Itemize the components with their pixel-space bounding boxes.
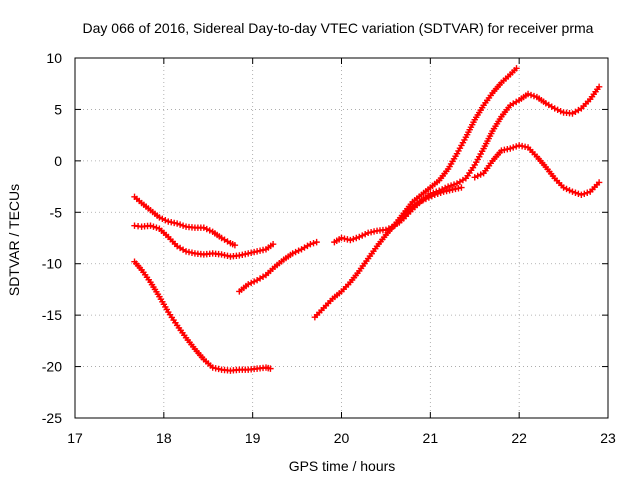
data-point — [431, 191, 438, 198]
data-point — [527, 91, 535, 99]
data-point — [203, 225, 210, 233]
data-point — [150, 223, 157, 230]
data-point — [292, 248, 299, 256]
data-point — [179, 222, 187, 229]
data-point — [557, 107, 564, 115]
x-tick-label: 23 — [600, 430, 616, 446]
data-point — [156, 214, 163, 221]
data-point — [471, 174, 478, 181]
series-arc-1 — [131, 193, 239, 249]
x-tick-label: 19 — [245, 430, 261, 446]
data-point — [173, 220, 181, 227]
data-point — [247, 279, 255, 287]
data-point — [310, 239, 317, 247]
data-point — [437, 189, 444, 196]
plot-frame — [74, 57, 609, 419]
data-point — [419, 197, 427, 204]
data-point — [513, 143, 520, 150]
data-point — [159, 215, 166, 222]
data-point — [554, 106, 561, 113]
y-tick-label: -20 — [42, 359, 62, 375]
data-point — [267, 365, 274, 372]
series-arc-7 — [396, 184, 465, 226]
data-point — [413, 199, 421, 207]
data-point — [447, 182, 455, 189]
data-point — [425, 194, 433, 201]
series-arc-6 — [311, 65, 520, 321]
data-point — [350, 235, 357, 243]
data-point — [434, 190, 441, 197]
chart-title: Day 066 of 2016, Sidereal Day-to-day VTE… — [83, 20, 594, 36]
series-arc-5 — [331, 83, 603, 246]
data-point — [176, 221, 184, 228]
x-axis-title: GPS time / hours — [289, 458, 396, 474]
data-point — [359, 232, 366, 239]
y-tick-label: -25 — [42, 410, 62, 426]
data-point — [595, 179, 603, 186]
y-axis-title: SDTVAR / TECUs — [6, 184, 22, 296]
data-point — [584, 189, 591, 196]
data-point — [507, 145, 514, 152]
data-point — [513, 65, 520, 72]
data-point — [566, 187, 573, 194]
data-point — [563, 185, 570, 193]
data-point — [477, 171, 484, 178]
data-point — [361, 231, 369, 238]
data-point — [347, 236, 354, 244]
x-tick-label: 20 — [334, 430, 350, 446]
data-point — [250, 278, 258, 285]
y-tick-label: -5 — [50, 204, 63, 220]
data-point — [569, 188, 576, 195]
data-point — [474, 172, 481, 180]
data-point — [560, 184, 567, 191]
data-point — [353, 234, 360, 242]
data-point — [422, 195, 430, 203]
series-arc-4 — [236, 238, 320, 295]
x-tick-label: 22 — [511, 430, 527, 446]
data-point — [206, 227, 213, 234]
data-point — [269, 240, 277, 248]
data-point — [524, 90, 532, 98]
series-arc-3 — [131, 258, 274, 374]
data-point — [458, 184, 465, 191]
x-tick-label: 21 — [423, 430, 439, 446]
data-point — [200, 224, 208, 231]
data-point — [162, 216, 169, 224]
data-point — [450, 181, 458, 188]
data-point — [578, 191, 585, 198]
data-point — [153, 224, 160, 231]
data-point — [231, 242, 239, 249]
data-point — [510, 144, 517, 151]
data-point — [289, 250, 296, 257]
data-point — [581, 190, 588, 197]
grid — [75, 58, 608, 418]
y-tick-label: -10 — [42, 256, 62, 272]
data-point — [575, 190, 582, 197]
series-line — [474, 144, 600, 196]
y-tick-label: 10 — [46, 50, 62, 66]
data-point — [595, 83, 603, 90]
data-point — [356, 233, 363, 241]
series-layer — [131, 65, 603, 374]
y-tick-label: 5 — [54, 101, 62, 117]
data-point — [313, 238, 320, 246]
tick-labels: 17 18 19 20 21 22 23 -25 -20 -15 -10 -5 0 5 10 — [42, 50, 616, 446]
data-point — [530, 92, 538, 100]
series-arc-2 — [131, 222, 277, 260]
x-tick-label: 17 — [67, 430, 83, 446]
y-tick-label: -15 — [42, 307, 62, 323]
data-point — [416, 198, 424, 205]
data-point — [428, 192, 436, 200]
data-point — [572, 189, 579, 196]
y-tick-label: 0 — [54, 153, 62, 169]
data-point — [147, 222, 154, 229]
series-arc-8 — [471, 142, 603, 198]
data-point — [245, 281, 252, 288]
data-point — [551, 105, 558, 112]
data-point — [307, 240, 314, 248]
x-tick-label: 18 — [156, 430, 172, 446]
data-point — [295, 247, 302, 254]
data-point — [444, 183, 452, 190]
